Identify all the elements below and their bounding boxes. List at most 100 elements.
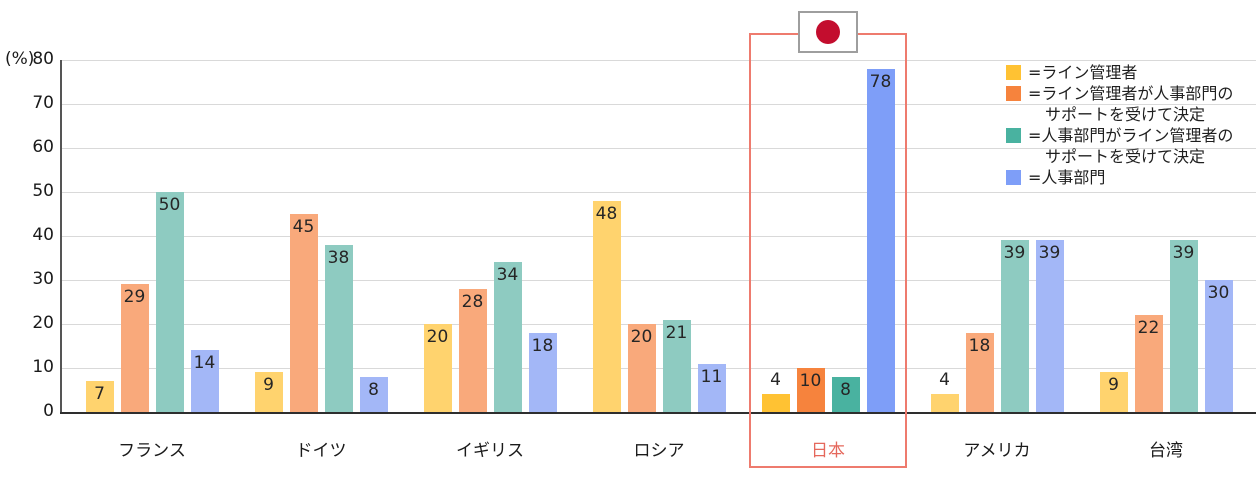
bar-value-label: 18 xyxy=(531,335,554,356)
bar-value-label: 8 xyxy=(840,379,851,400)
gridline xyxy=(62,148,1256,149)
bar-ロシア-series2 xyxy=(627,324,656,412)
bar-value-label: 28 xyxy=(461,291,484,312)
gridline xyxy=(62,368,1256,369)
y-tick-label: 20 xyxy=(32,313,54,333)
y-tick-label: 0 xyxy=(43,401,54,421)
y-axis-line xyxy=(60,60,62,412)
bar-value-label: 11 xyxy=(700,366,723,387)
gridline xyxy=(62,60,1256,61)
bar-ドイツ-series2 xyxy=(289,214,318,412)
bar-value-label: 9 xyxy=(1108,375,1119,396)
bar-value-label: 34 xyxy=(496,265,519,286)
bar-ロシア-series1 xyxy=(592,200,621,412)
legend-swatch xyxy=(1006,128,1021,143)
legend-line: サポートを受けて決定 xyxy=(1045,105,1206,124)
bar-フランス-series2 xyxy=(120,284,149,412)
bar-イギリス-series1 xyxy=(423,324,452,412)
bar-value-label: 30 xyxy=(1207,283,1230,303)
category-label-アメリカ: アメリカ xyxy=(963,441,1031,461)
legend-swatch xyxy=(1006,65,1021,80)
bar-value-label: 9 xyxy=(263,375,274,396)
bar-イギリス-series4 xyxy=(528,332,557,412)
highlight-box-日本 xyxy=(749,33,907,468)
bar-value-label: 50 xyxy=(158,195,181,215)
legend-entry-series1: =ライン管理者 xyxy=(1006,62,1233,83)
legend-line: =ライン管理者 xyxy=(1028,63,1138,82)
legend-entry-series4: =人事部門 xyxy=(1006,167,1233,188)
bar-value-label: 4 xyxy=(770,370,781,391)
bar-ロシア-series4 xyxy=(697,363,726,412)
bar-ロシア-series3 xyxy=(662,319,691,412)
bar-台湾-series1 xyxy=(1099,372,1128,412)
bar-value-label: 18 xyxy=(968,335,991,356)
bar-value-label: 45 xyxy=(292,217,315,237)
bar-日本-series3 xyxy=(831,376,860,412)
bar-value-label: 48 xyxy=(595,203,618,224)
bar-value-label: 20 xyxy=(630,327,653,347)
bar-value-label: 78 xyxy=(869,71,892,92)
legend-label: =人事部門がライン管理者のサポートを受けて決定 xyxy=(1028,125,1233,167)
bar-ドイツ-series4 xyxy=(359,376,388,412)
gridline xyxy=(62,236,1256,237)
legend-line: =ライン管理者が人事部門の xyxy=(1028,84,1234,103)
bar-value-label: 7 xyxy=(94,384,105,405)
bar-アメリカ-series3 xyxy=(1000,240,1029,412)
bar-アメリカ-series2 xyxy=(965,332,994,412)
bar-台湾-series3 xyxy=(1169,240,1198,412)
bar-ドイツ-series3 xyxy=(324,244,353,412)
bar-日本-series2 xyxy=(796,368,825,412)
legend-label: =人事部門 xyxy=(1028,167,1105,188)
legend-entry-series2: =ライン管理者が人事部門のサポートを受けて決定 xyxy=(1006,83,1233,125)
bar-value-label: 22 xyxy=(1137,318,1160,339)
bar-イギリス-series2 xyxy=(458,288,487,412)
category-label-日本: 日本 xyxy=(811,441,845,461)
bar-ドイツ-series1 xyxy=(254,372,283,412)
bar-フランス-series3 xyxy=(155,192,184,412)
category-label-台湾: 台湾 xyxy=(1149,441,1183,461)
bar-イギリス-series3 xyxy=(493,262,522,412)
bar-value-label: 8 xyxy=(368,379,379,400)
legend: =ライン管理者 =ライン管理者が人事部門の サポートを受けて決定 =人事部門がライン管… xyxy=(1006,62,1233,188)
category-label-ドイツ: ドイツ xyxy=(295,441,347,461)
x-axis-line xyxy=(60,412,1256,414)
category-label-フランス: フランス xyxy=(118,441,186,461)
legend-swatch xyxy=(1006,86,1021,101)
bar-台湾-series4 xyxy=(1204,280,1233,412)
legend-swatch xyxy=(1006,170,1021,185)
gridline xyxy=(62,280,1256,281)
gridline xyxy=(62,324,1256,325)
bar-value-label: 20 xyxy=(426,327,449,347)
y-tick-label: 40 xyxy=(32,225,54,245)
bar-日本-series4 xyxy=(866,68,895,412)
legend-line: =人事部門がライン管理者の xyxy=(1028,126,1234,145)
bar-台湾-series2 xyxy=(1134,315,1163,412)
bar-value-label: 10 xyxy=(799,371,822,391)
bar-アメリカ-series1 xyxy=(930,394,959,412)
bar-value-label: 21 xyxy=(665,322,688,343)
bar-日本-series1 xyxy=(761,394,790,412)
bar-value-label: 29 xyxy=(123,287,146,308)
bar-value-label: 38 xyxy=(327,247,350,268)
y-axis-unit-label: (%) xyxy=(5,49,35,69)
category-label-イギリス: イギリス xyxy=(456,441,524,461)
bar-フランス-series4 xyxy=(190,350,219,412)
bar-フランス-series1 xyxy=(85,381,114,412)
legend-line: =人事部門 xyxy=(1028,168,1106,187)
gridline xyxy=(62,104,1256,105)
bar-value-label: 39 xyxy=(1038,243,1061,264)
japan-flag-circle xyxy=(816,20,840,44)
legend-line: サポートを受けて決定 xyxy=(1045,147,1206,166)
y-tick-label: 10 xyxy=(32,357,54,377)
bar-value-label: 4 xyxy=(939,370,950,391)
y-tick-label: 70 xyxy=(32,93,54,113)
gridline xyxy=(62,192,1256,193)
bar-value-label: 14 xyxy=(193,353,216,374)
legend-entry-series3: =人事部門がライン管理者のサポートを受けて決定 xyxy=(1006,125,1233,167)
japan-flag-icon xyxy=(798,11,858,53)
y-tick-label: 60 xyxy=(32,137,54,157)
y-tick-label: 50 xyxy=(32,181,54,201)
legend-label: =ライン管理者が人事部門のサポートを受けて決定 xyxy=(1028,83,1233,125)
bar-value-label: 39 xyxy=(1003,243,1026,264)
legend-label: =ライン管理者 xyxy=(1028,62,1137,83)
